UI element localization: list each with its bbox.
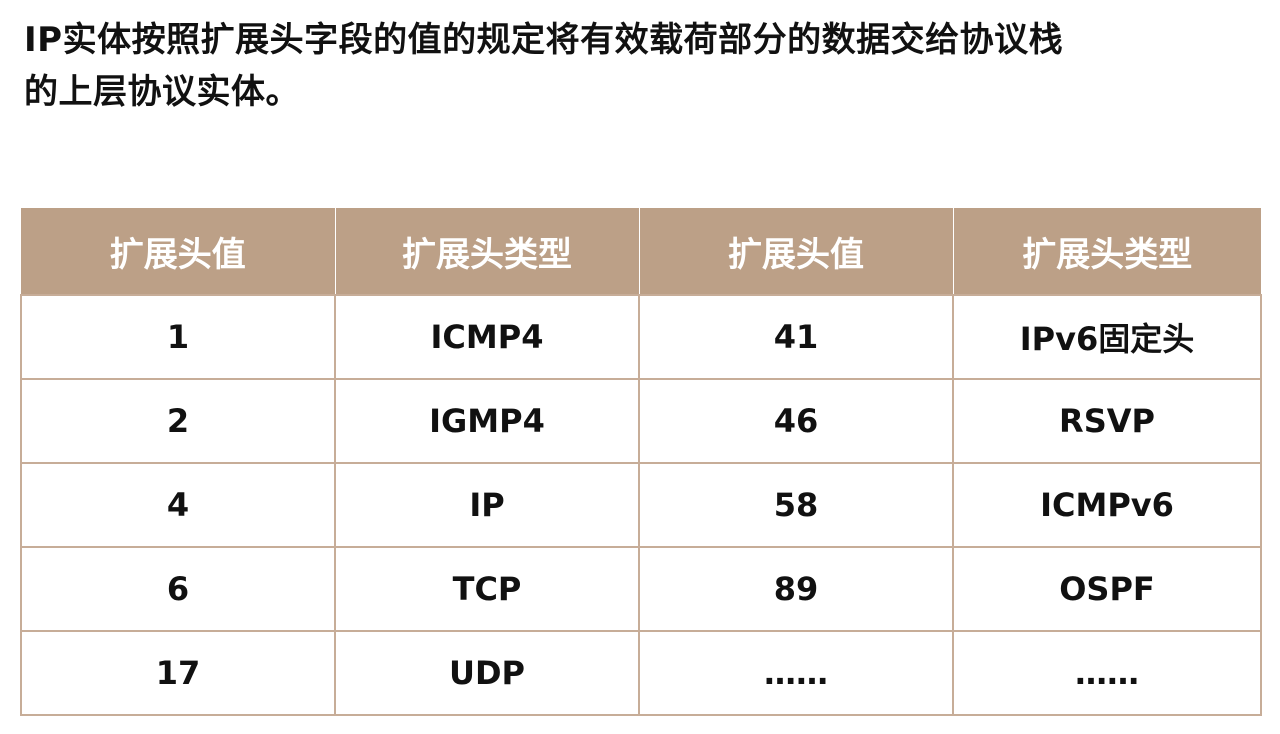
table-row: 4 IP 58 ICMPv6 — [20, 462, 1262, 548]
table-cell: IGMP4 — [334, 378, 640, 464]
table-cell: 4 — [20, 462, 336, 548]
table-cell: …… — [638, 630, 954, 716]
table-header: 扩展头值 扩展头类型 扩展头值 扩展头类型 — [21, 208, 1261, 295]
extension-header-table: 扩展头值 扩展头类型 扩展头值 扩展头类型 1 ICMP4 41 IPv6固定头… — [20, 208, 1262, 716]
table-cell: ICMPv6 — [952, 462, 1262, 548]
table-row: 1 ICMP4 41 IPv6固定头 — [20, 294, 1262, 380]
table-cell: 89 — [638, 546, 954, 632]
table-row: 17 UDP …… …… — [20, 630, 1262, 716]
intro-line-1: IP实体按照扩展头字段的值的规定将有效载荷部分的数据交给协议栈 — [24, 20, 1064, 60]
header-cell-ext-type-2: 扩展头类型 — [952, 208, 1261, 295]
header-cell-ext-type-1: 扩展头类型 — [334, 208, 639, 295]
header-cell-ext-value-1: 扩展头值 — [21, 208, 335, 295]
table-cell: …… — [952, 630, 1262, 716]
table-cell: IP — [334, 462, 640, 548]
intro-paragraph: IP实体按照扩展头字段的值的规定将有效载荷部分的数据交给协议栈 的上层协议实体。 — [24, 14, 1264, 118]
table-row: 2 IGMP4 46 RSVP — [20, 378, 1262, 464]
table-cell: 46 — [638, 378, 954, 464]
table-row: 6 TCP 89 OSPF — [20, 546, 1262, 632]
table-cell: 17 — [20, 630, 336, 716]
intro-line-2: 的上层协议实体。 — [24, 72, 300, 112]
table-cell: OSPF — [952, 546, 1262, 632]
extension-header-table-container: 扩展头值 扩展头类型 扩展头值 扩展头类型 1 ICMP4 41 IPv6固定头… — [20, 208, 1262, 716]
table-cell: 2 — [20, 378, 336, 464]
table-body: 1 ICMP4 41 IPv6固定头 2 IGMP4 46 RSVP 4 IP … — [20, 294, 1262, 716]
header-cell-ext-value-2: 扩展头值 — [638, 208, 953, 295]
table-cell: IPv6固定头 — [952, 294, 1262, 380]
table-cell: 41 — [638, 294, 954, 380]
table-cell: 6 — [20, 546, 336, 632]
table-cell: 58 — [638, 462, 954, 548]
table-cell: 1 — [20, 294, 336, 380]
table-cell: TCP — [334, 546, 640, 632]
table-cell: UDP — [334, 630, 640, 716]
table-cell: ICMP4 — [334, 294, 640, 380]
table-cell: RSVP — [952, 378, 1262, 464]
header-row: 扩展头值 扩展头类型 扩展头值 扩展头类型 — [21, 208, 1261, 295]
